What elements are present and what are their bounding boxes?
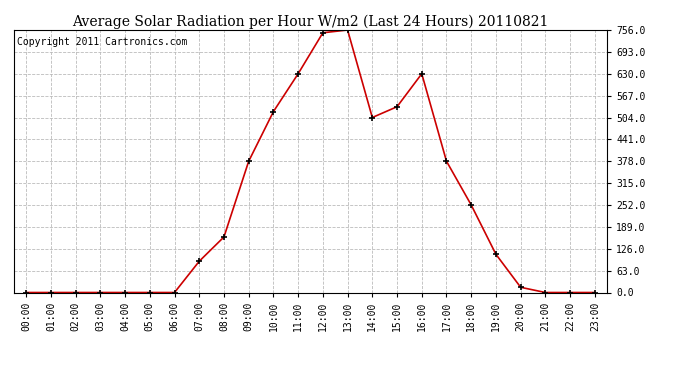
Text: Copyright 2011 Cartronics.com: Copyright 2011 Cartronics.com [17,37,187,46]
Title: Average Solar Radiation per Hour W/m2 (Last 24 Hours) 20110821: Average Solar Radiation per Hour W/m2 (L… [72,15,549,29]
